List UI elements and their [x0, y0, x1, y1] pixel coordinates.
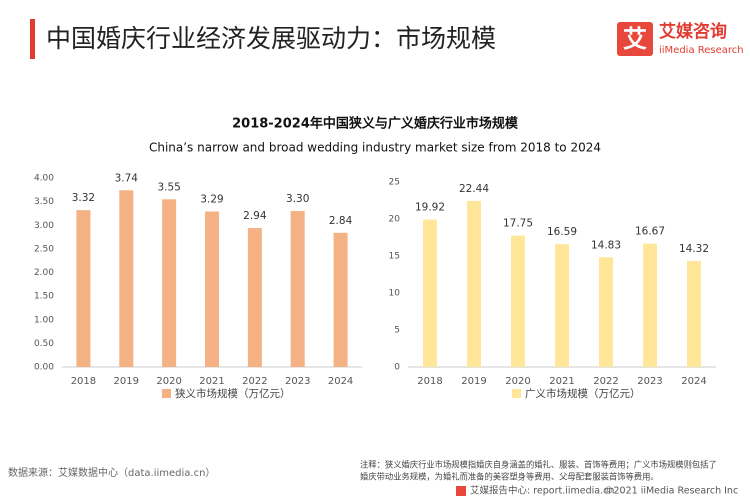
logo-box	[617, 22, 653, 56]
y-tick-label: 15	[389, 252, 400, 262]
legend-label: 广义市场规模（万亿元）	[525, 387, 641, 400]
bar	[467, 200, 481, 367]
value-label: 22.44	[459, 183, 489, 195]
y-tick-label: 25	[389, 178, 400, 188]
logo-cn: 艾媒咨询	[659, 21, 727, 42]
bar	[511, 235, 525, 367]
x-tick-label: 2021	[199, 376, 224, 387]
legend-swatch	[162, 389, 171, 398]
value-label: 17.75	[503, 218, 533, 230]
chart-subtitle: China’s narrow and broad wedding industr…	[149, 141, 601, 155]
x-tick-label: 2024	[328, 376, 353, 387]
y-tick-label: 3.50	[34, 197, 54, 207]
value-label: 16.59	[547, 226, 577, 238]
x-tick-label: 2023	[285, 376, 310, 387]
bar	[119, 190, 134, 367]
bar	[599, 257, 613, 367]
value-label: 2.84	[329, 215, 353, 227]
x-tick-label: 2024	[681, 376, 706, 387]
bar	[290, 211, 305, 367]
value-label: 3.29	[200, 194, 223, 206]
x-tick-label: 2022	[242, 376, 267, 387]
value-label: 14.32	[679, 243, 709, 255]
bar	[162, 199, 177, 367]
bar	[423, 219, 437, 367]
y-tick-label: 4.00	[34, 174, 54, 184]
x-tick-label: 2019	[114, 376, 139, 387]
note-line: 注释：狭义婚庆行业市场规模指婚庆自身涵盖的婚礼、服装、首饰等费用；广义市场规模则…	[360, 460, 717, 470]
x-tick-label: 2022	[593, 376, 618, 387]
logo-en: iiMedia Research	[659, 45, 744, 56]
y-tick-label: 0.00	[34, 363, 54, 373]
value-label: 16.67	[635, 226, 665, 238]
y-tick-label: 0.50	[34, 339, 54, 349]
y-tick-label: 2.50	[34, 244, 54, 254]
title-accent	[30, 19, 35, 59]
x-tick-label: 2018	[417, 376, 442, 387]
footer-icon	[456, 486, 466, 496]
value-label: 3.74	[115, 172, 139, 184]
x-tick-label: 2018	[71, 376, 96, 387]
y-tick-label: 5	[394, 326, 400, 336]
y-tick-label: 2.00	[34, 268, 54, 278]
y-tick-label: 1.50	[34, 292, 54, 302]
value-label: 2.94	[243, 210, 267, 222]
bar	[76, 210, 91, 367]
footer-site: 艾媒报告中心: report.iimedia.cn	[470, 485, 614, 497]
bar	[333, 232, 348, 367]
x-tick-label: 2020	[156, 376, 181, 387]
value-label: 3.55	[157, 181, 180, 193]
logo-mark: 艾	[623, 25, 647, 53]
y-tick-label: 3.00	[34, 221, 54, 231]
x-tick-label: 2020	[505, 376, 530, 387]
legend-swatch	[512, 389, 521, 398]
bar	[643, 243, 657, 367]
y-tick-label: 20	[389, 215, 401, 225]
y-tick-label: 10	[389, 289, 401, 299]
bar	[687, 261, 701, 367]
source: 数据来源：艾媒数据中心（data.iimedia.cn）	[8, 466, 215, 479]
page-title: 中国婚庆行业经济发展驱动力：市场规模	[46, 24, 496, 53]
x-tick-label: 2023	[637, 376, 662, 387]
footer-copy: ©2021 iiMedia Research Inc	[604, 486, 738, 497]
y-tick-label: 0	[394, 363, 400, 373]
bar	[205, 211, 219, 367]
chart-title: 2018-2024年中国狭义与广义婚庆行业市场规模	[232, 116, 519, 132]
note-line: 婚庆带动业务规模，为婚礼而准备的美容塑身等费用、父母配套服装首饰等费用。	[360, 472, 659, 482]
bar	[555, 244, 569, 367]
value-label: 19.92	[415, 202, 445, 214]
value-label: 3.30	[286, 193, 309, 205]
x-tick-label: 2019	[461, 376, 486, 387]
bar	[247, 228, 262, 367]
x-tick-label: 2021	[549, 376, 574, 387]
value-label: 14.83	[591, 239, 621, 251]
value-label: 3.32	[72, 192, 95, 204]
legend-label: 狭义市场规模（万亿元）	[175, 387, 291, 400]
y-tick-label: 1.00	[34, 315, 54, 325]
